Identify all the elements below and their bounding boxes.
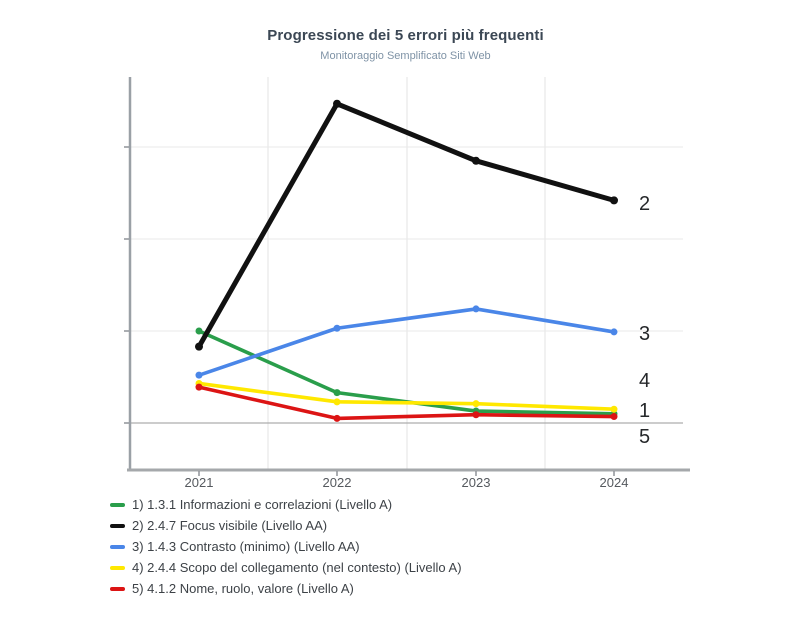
- series-marker-3: [195, 371, 203, 379]
- series-marker-5: [333, 414, 341, 422]
- series-marker-4: [472, 400, 480, 408]
- series-line-4: [197, 381, 616, 412]
- legend-label: 2) 2.4.7 Focus visibile (Livello AA): [132, 518, 328, 533]
- series-line-5: [197, 385, 616, 421]
- legend-item-4: 4) 2.4.4 Scopo del collegamento (nel con…: [110, 557, 462, 578]
- series-end-label-3: 3: [639, 323, 650, 345]
- legend-swatch-icon: [110, 565, 125, 570]
- series-line-3: [197, 307, 616, 377]
- chart-subtitle: Monitoraggio Semplificato Siti Web: [320, 50, 491, 62]
- legend-label: 3) 1.4.3 Contrasto (minimo) (Livello AA): [132, 539, 360, 554]
- series-marker-1: [195, 327, 203, 335]
- series-marker-5: [610, 413, 618, 421]
- series-marker-4: [333, 398, 341, 406]
- legend-swatch-icon: [110, 544, 125, 549]
- series-end-label-5: 5: [639, 426, 650, 448]
- series-end-label-4: 4: [639, 370, 650, 392]
- x-axis-label-2024: 2024: [600, 475, 629, 490]
- legend-item-5: 5) 4.1.2 Nome, ruolo, valore (Livello A): [110, 578, 462, 599]
- x-axis-label-2022: 2022: [323, 475, 352, 490]
- line-chart-plot: 2021 2022 2023 2024 1 2 3 4 5: [124, 77, 690, 490]
- series-marker-2: [195, 342, 203, 351]
- legend-item-2: 2) 2.4.7 Focus visibile (Livello AA): [110, 515, 462, 536]
- legend-item-3: 3) 1.4.3 Contrasto (minimo) (Livello AA): [110, 536, 462, 557]
- series-line-2: [196, 101, 617, 350]
- series-end-label-2: 2: [639, 193, 650, 215]
- chart-title: Progressione dei 5 errori più frequenti: [267, 27, 544, 44]
- legend-label: 1) 1.3.1 Informazioni e correlazioni (Li…: [132, 497, 393, 512]
- legend-label: 4) 2.4.4 Scopo del collegamento (nel con…: [132, 560, 462, 575]
- legend-swatch-icon: [110, 523, 125, 528]
- series-marker-5: [472, 411, 480, 419]
- legend-label: 5) 4.1.2 Nome, ruolo, valore (Livello A): [132, 581, 354, 596]
- series-marker-3: [610, 328, 618, 336]
- x-axis-label-2021: 2021: [185, 475, 214, 490]
- series-marker-2: [610, 196, 618, 205]
- series-marker-3: [472, 305, 480, 313]
- x-axis-label-2023: 2023: [462, 475, 491, 490]
- series-marker-2: [472, 156, 480, 165]
- series-end-label-1: 1: [639, 400, 650, 422]
- series-marker-3: [333, 324, 341, 332]
- legend-swatch-icon: [110, 586, 125, 591]
- series-marker-2: [333, 99, 341, 108]
- series-marker-5: [195, 383, 203, 391]
- legend-swatch-icon: [110, 502, 125, 507]
- legend-item-1: 1) 1.3.1 Informazioni e correlazioni (Li…: [110, 494, 462, 515]
- series-marker-1: [333, 389, 341, 397]
- series-marker-4: [610, 405, 618, 413]
- chart-legend: 1) 1.3.1 Informazioni e correlazioni (Li…: [110, 494, 462, 599]
